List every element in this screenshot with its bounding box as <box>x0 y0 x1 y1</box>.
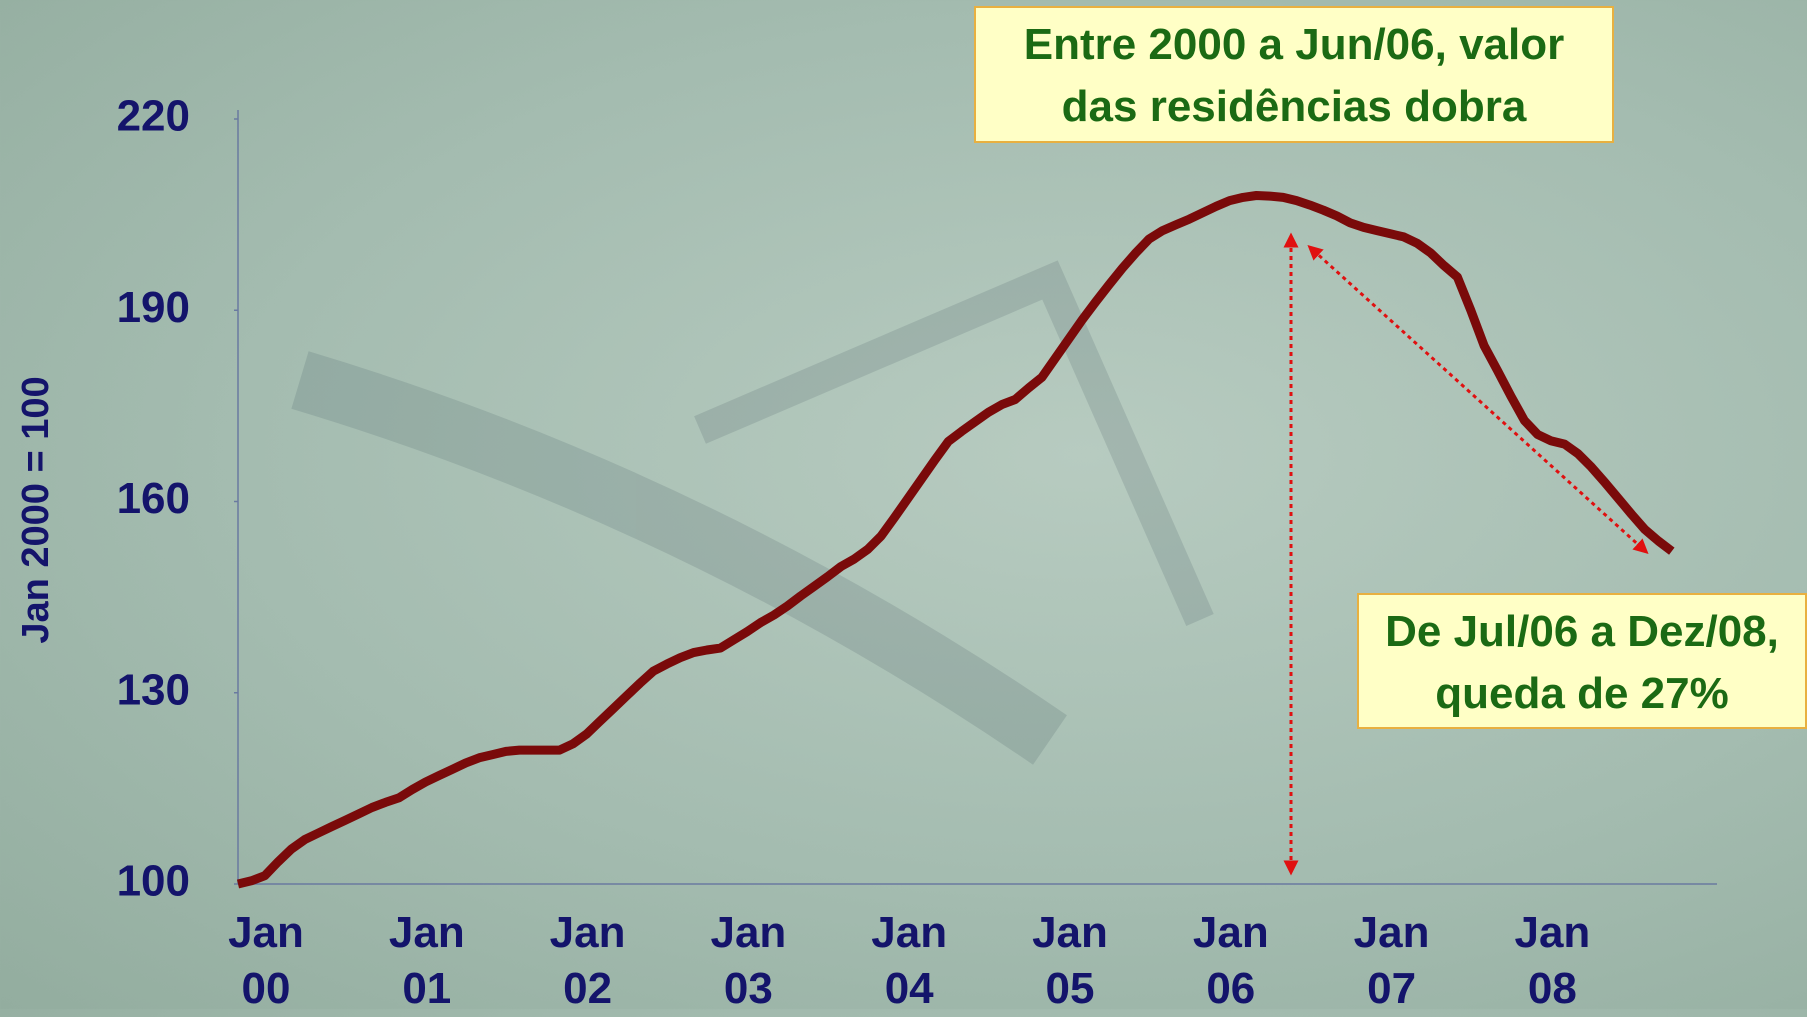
y-tick-label: 160 <box>117 474 190 523</box>
x-tick-label: Jan 02 <box>549 908 626 1013</box>
y-tick-label: 190 <box>117 283 190 332</box>
annotation-box: Entre 2000 a Jun/06, valor das residência… <box>974 6 1614 143</box>
y-tick-label: 100 <box>117 857 190 906</box>
annotation-text: queda de 27% <box>1435 669 1729 718</box>
annotation-text: Entre 2000 a Jun/06, valor <box>1023 20 1565 69</box>
x-tick-label: Jan 00 <box>228 908 304 1013</box>
annotation-box: De Jul/06 a Dez/08, queda de 27% <box>1357 593 1807 729</box>
arrow <box>1307 244 1649 555</box>
y-tick-label: 220 <box>117 92 190 141</box>
line-series <box>236 191 1675 889</box>
x-tick-label: Jan 06 <box>1192 908 1269 1013</box>
background-watermark <box>291 260 1214 765</box>
x-tick-label: Jan 01 <box>388 908 465 1013</box>
x-tick-label: Jan 08 <box>1514 908 1591 1013</box>
x-tick-label: Jan 07 <box>1353 908 1430 1013</box>
x-tick-label: Jan 04 <box>871 908 948 1013</box>
y-tick-label: 130 <box>117 665 190 714</box>
x-tick-label: Jan 03 <box>710 908 787 1013</box>
y-axis-label: Jan 2000 = 100 <box>15 376 57 643</box>
x-tick-label: Jan 05 <box>1032 908 1108 1013</box>
annotation-text: das residências dobra <box>1061 82 1527 131</box>
annotation-text: De Jul/06 a Dez/08, <box>1385 607 1779 656</box>
